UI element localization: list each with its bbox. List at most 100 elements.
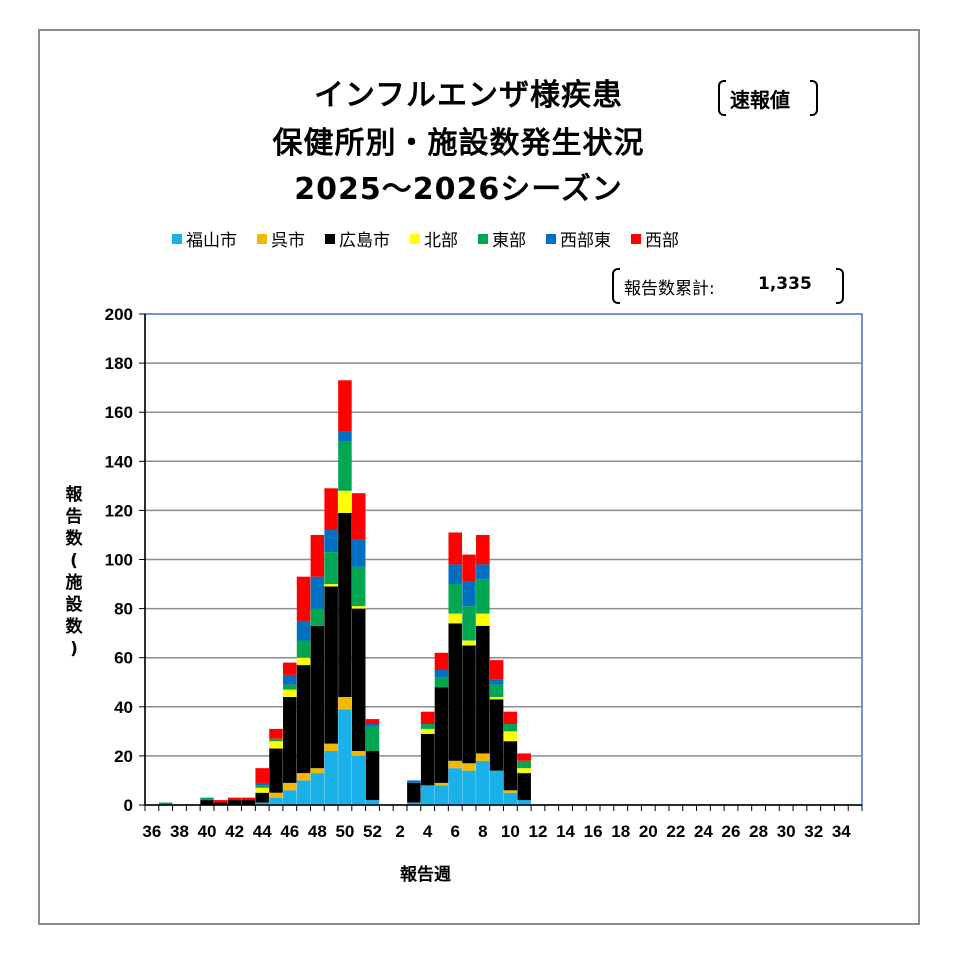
- bar-segment: [365, 750, 380, 801]
- bar-segment: [283, 674, 297, 685]
- x-tick-label: 14: [556, 822, 575, 841]
- legend-label: 広島市: [339, 231, 390, 251]
- bar-segment: [434, 687, 449, 783]
- bar-segment: [489, 770, 504, 805]
- bar-segment: [476, 625, 490, 754]
- y-tick-label: 100: [105, 551, 133, 570]
- bar-segment: [503, 711, 518, 724]
- legend-swatch: [257, 233, 267, 244]
- y-tick-label: 80: [114, 600, 133, 619]
- bar-segment: [448, 768, 462, 805]
- bar-segment: [351, 750, 366, 756]
- total-count-value: 1,335: [758, 274, 812, 294]
- legend-label: 西部: [645, 231, 679, 251]
- bar-segment: [351, 539, 366, 567]
- legend-swatch: [546, 233, 556, 244]
- bar-segment: [227, 800, 242, 805]
- legend-item: 東部: [478, 226, 526, 251]
- y-axis-label-char: 施: [65, 573, 83, 593]
- y-tick-label: 20: [114, 747, 133, 766]
- bar-segment: [283, 696, 297, 783]
- x-tick-label: 10: [501, 822, 520, 841]
- y-axis-label-char: ): [70, 639, 78, 659]
- bar-segment: [324, 750, 338, 805]
- bar-segment: [462, 581, 476, 607]
- bar-segment: [420, 723, 435, 729]
- bar-segment: [407, 782, 421, 803]
- bar-segment: [200, 800, 214, 805]
- chart-legend: 福山市 呉市 広島市 北部 東部 西部東 西部: [172, 226, 699, 251]
- x-tick-label: 28: [749, 822, 768, 841]
- bar-segment: [324, 586, 338, 744]
- x-tick-label: 26: [722, 822, 741, 841]
- bar-segment: [476, 534, 490, 565]
- bar-segment: [338, 380, 352, 432]
- bar-segment: [296, 780, 311, 805]
- bar-segment: [448, 613, 462, 624]
- chart-title-line2: 保健所別・施設数発生状況: [272, 126, 645, 161]
- x-tick-label: 6: [451, 822, 460, 841]
- x-tick-label: 18: [611, 822, 630, 841]
- x-tick-label: 8: [478, 822, 487, 841]
- bar-segment: [296, 665, 311, 774]
- total-bracket-left: [612, 268, 620, 304]
- legend-swatch: [410, 233, 420, 244]
- y-tick-label: 60: [114, 649, 133, 668]
- bar-segment: [324, 552, 338, 585]
- bar-segment: [462, 770, 476, 805]
- legend-label: 北部: [424, 231, 458, 251]
- bar-segment: [448, 564, 462, 585]
- legend-label: 呉市: [271, 231, 305, 251]
- chart-title-line1: インフルエンザ様疾患: [313, 78, 624, 113]
- legend-swatch: [631, 233, 641, 244]
- bar-segment: [338, 490, 352, 513]
- bar-segment: [351, 493, 366, 540]
- y-tick-label: 140: [105, 452, 133, 471]
- bar-segment: [310, 608, 325, 626]
- bar-segment: [255, 792, 269, 803]
- bar-segment: [517, 773, 531, 801]
- x-tick-label: 52: [363, 822, 382, 841]
- bar-segment: [503, 790, 518, 793]
- y-axis-label-char: 数: [65, 529, 83, 549]
- bar-segment: [200, 797, 214, 801]
- legend-item: 広島市: [325, 226, 390, 251]
- total-count-label: 報告数累計:: [624, 279, 715, 299]
- x-tick-label: 50: [335, 822, 354, 841]
- bar-segment: [255, 787, 269, 793]
- bar-segment: [517, 800, 531, 805]
- bar-segment: [489, 696, 504, 700]
- y-tick-label: 0: [124, 796, 133, 815]
- x-tick-label: 40: [198, 822, 217, 841]
- legend-swatch: [478, 233, 488, 244]
- chart-title-line3: 2025～2026シーズン: [294, 172, 623, 207]
- bar-segment: [283, 790, 297, 805]
- bar-segment: [420, 728, 435, 734]
- bar-segment: [503, 741, 518, 791]
- bar-segment: [310, 534, 325, 577]
- x-tick-label: 24: [694, 822, 713, 841]
- legend-item: 西部東: [546, 226, 611, 251]
- bar-segment: [420, 785, 435, 805]
- bar-segment: [434, 677, 449, 688]
- bar-segment: [310, 625, 325, 769]
- bar-segment: [503, 792, 518, 805]
- bar-segment: [365, 800, 380, 805]
- bar-segment: [489, 660, 504, 680]
- x-tick-label: 32: [804, 822, 823, 841]
- bar-segment: [503, 731, 518, 742]
- bar-segment: [324, 530, 338, 553]
- bar-segment: [324, 488, 338, 531]
- total-count-box: 報告数累計: 1,335: [612, 268, 844, 304]
- bar-segment: [351, 566, 366, 607]
- bar-segment: [241, 800, 256, 805]
- bar-segment: [269, 792, 283, 798]
- bar-segment: [489, 679, 504, 685]
- bar-segment: [434, 669, 449, 678]
- bar-segment: [214, 802, 228, 805]
- x-tick-label: 42: [225, 822, 244, 841]
- bar-segment: [214, 800, 228, 803]
- badge-bracket-right: [810, 80, 818, 116]
- legend-item: 福山市: [172, 226, 237, 251]
- y-tick-label: 40: [114, 698, 133, 717]
